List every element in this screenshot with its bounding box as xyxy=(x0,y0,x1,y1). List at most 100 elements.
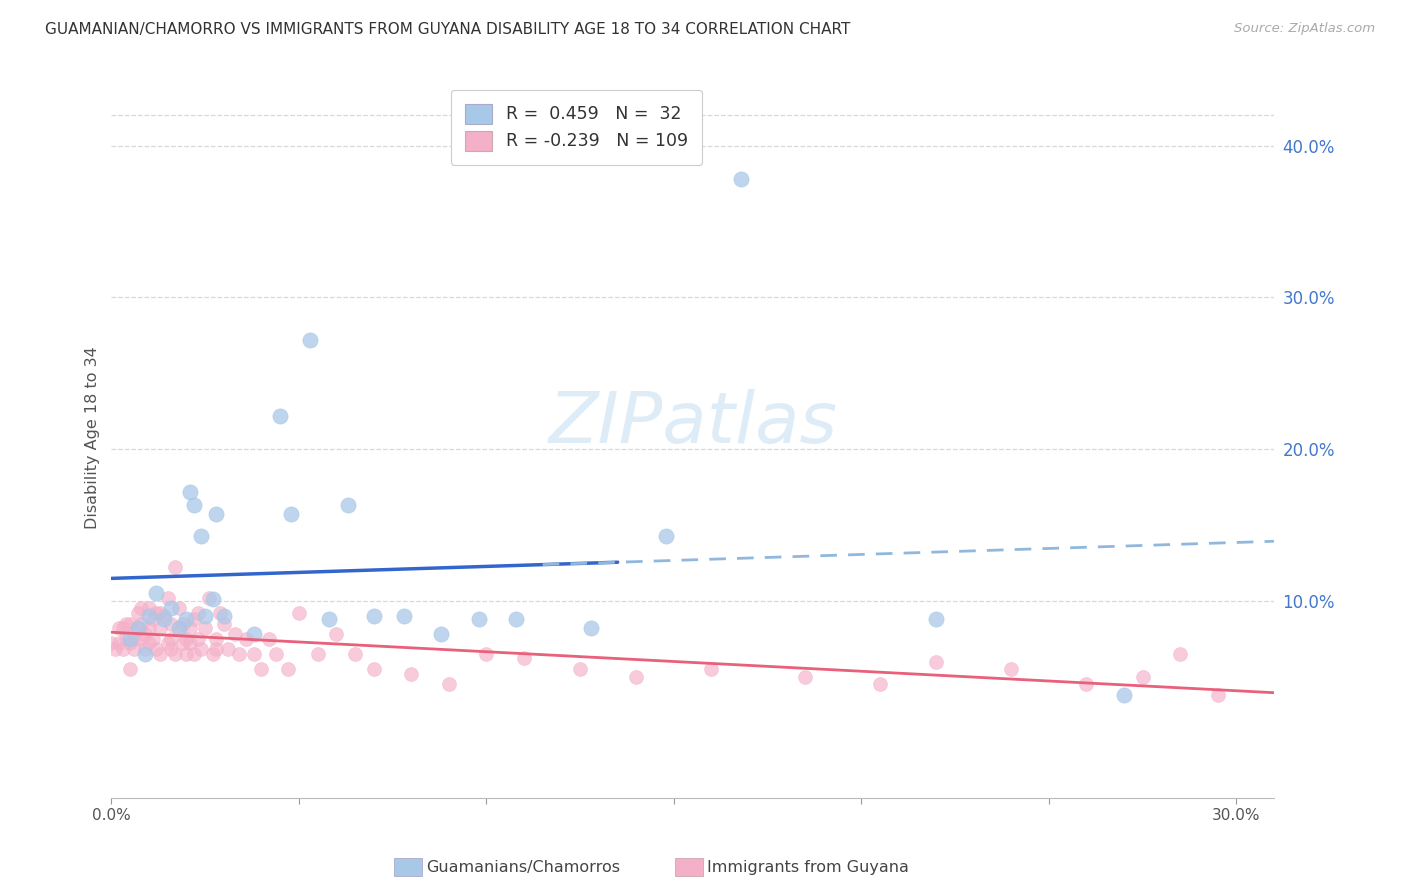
Point xyxy=(1000,662,1022,676)
Point xyxy=(127,621,149,635)
Point xyxy=(108,621,131,635)
Point xyxy=(190,642,212,657)
Point xyxy=(138,621,160,635)
Point xyxy=(108,636,131,650)
Point xyxy=(243,627,266,641)
Text: Immigrants from Guyana: Immigrants from Guyana xyxy=(707,860,910,874)
Point xyxy=(176,612,198,626)
Point xyxy=(111,642,134,657)
Point xyxy=(505,612,527,626)
Point xyxy=(138,609,160,624)
Point xyxy=(363,609,385,624)
Point xyxy=(700,662,723,676)
Point xyxy=(100,636,122,650)
Point xyxy=(344,647,367,661)
Point xyxy=(205,642,228,657)
Point xyxy=(122,632,145,646)
Point xyxy=(194,609,217,624)
Point xyxy=(183,647,205,661)
Point xyxy=(134,647,156,661)
Point xyxy=(127,606,149,620)
Point xyxy=(120,636,142,650)
Point xyxy=(149,606,172,620)
Point xyxy=(626,670,648,684)
Point xyxy=(925,612,948,626)
Point xyxy=(183,498,205,512)
Point xyxy=(145,642,167,657)
Point xyxy=(869,677,891,691)
Point xyxy=(655,528,678,542)
Point xyxy=(280,508,302,522)
Point xyxy=(172,616,194,631)
Point xyxy=(120,616,142,631)
Point xyxy=(183,612,205,626)
Point xyxy=(243,647,266,661)
Point xyxy=(569,662,592,676)
Point xyxy=(205,632,228,646)
Point xyxy=(1132,670,1154,684)
Point xyxy=(160,601,183,615)
Point xyxy=(212,616,235,631)
Point xyxy=(179,484,201,499)
Point xyxy=(187,632,209,646)
Point xyxy=(257,632,280,646)
Point xyxy=(205,508,228,522)
Point xyxy=(437,677,460,691)
Text: Source: ZipAtlas.com: Source: ZipAtlas.com xyxy=(1234,22,1375,36)
Point xyxy=(153,609,176,624)
Point xyxy=(142,612,165,626)
Point xyxy=(156,636,179,650)
Point xyxy=(318,612,340,626)
Point xyxy=(307,647,329,661)
Point xyxy=(475,647,498,661)
Point xyxy=(179,621,201,635)
Point xyxy=(201,647,224,661)
Point xyxy=(160,642,183,657)
Point xyxy=(120,662,142,676)
Point xyxy=(401,666,423,681)
Point xyxy=(187,606,209,620)
Point xyxy=(120,632,142,646)
Point xyxy=(430,627,453,641)
Point xyxy=(194,621,217,635)
Point xyxy=(269,409,291,423)
Point xyxy=(277,662,299,676)
Point xyxy=(224,627,246,641)
Point xyxy=(165,560,187,574)
Point xyxy=(138,636,160,650)
Point xyxy=(336,498,359,512)
Point xyxy=(1112,688,1135,702)
Point xyxy=(165,647,187,661)
Point xyxy=(179,636,201,650)
Text: GUAMANIAN/CHAMORRO VS IMMIGRANTS FROM GUYANA DISABILITY AGE 18 TO 34 CORRELATION: GUAMANIAN/CHAMORRO VS IMMIGRANTS FROM GU… xyxy=(45,22,851,37)
Point xyxy=(127,621,149,635)
Point xyxy=(134,627,156,641)
Point xyxy=(288,606,311,620)
Point xyxy=(201,592,224,607)
Point xyxy=(513,651,536,665)
Point xyxy=(925,655,948,669)
Point xyxy=(167,621,190,635)
Point xyxy=(167,621,190,635)
Point xyxy=(176,632,198,646)
Point xyxy=(111,621,134,635)
Point xyxy=(299,333,322,347)
Text: Guamanians/Chamorros: Guamanians/Chamorros xyxy=(426,860,620,874)
Point xyxy=(138,601,160,615)
Point xyxy=(131,616,153,631)
Point xyxy=(156,591,179,605)
Point xyxy=(1206,688,1229,702)
Point xyxy=(167,601,190,615)
Point xyxy=(392,609,415,624)
Legend: R =  0.459   N =  32, R = -0.239   N = 109: R = 0.459 N = 32, R = -0.239 N = 109 xyxy=(451,90,702,164)
Point xyxy=(122,642,145,657)
Point xyxy=(266,647,288,661)
Point xyxy=(198,591,221,605)
Point xyxy=(160,632,183,646)
Point xyxy=(1076,677,1098,691)
Point xyxy=(325,627,347,641)
Point xyxy=(363,662,385,676)
Point xyxy=(228,647,250,661)
Point xyxy=(142,632,165,646)
Point xyxy=(730,172,752,186)
